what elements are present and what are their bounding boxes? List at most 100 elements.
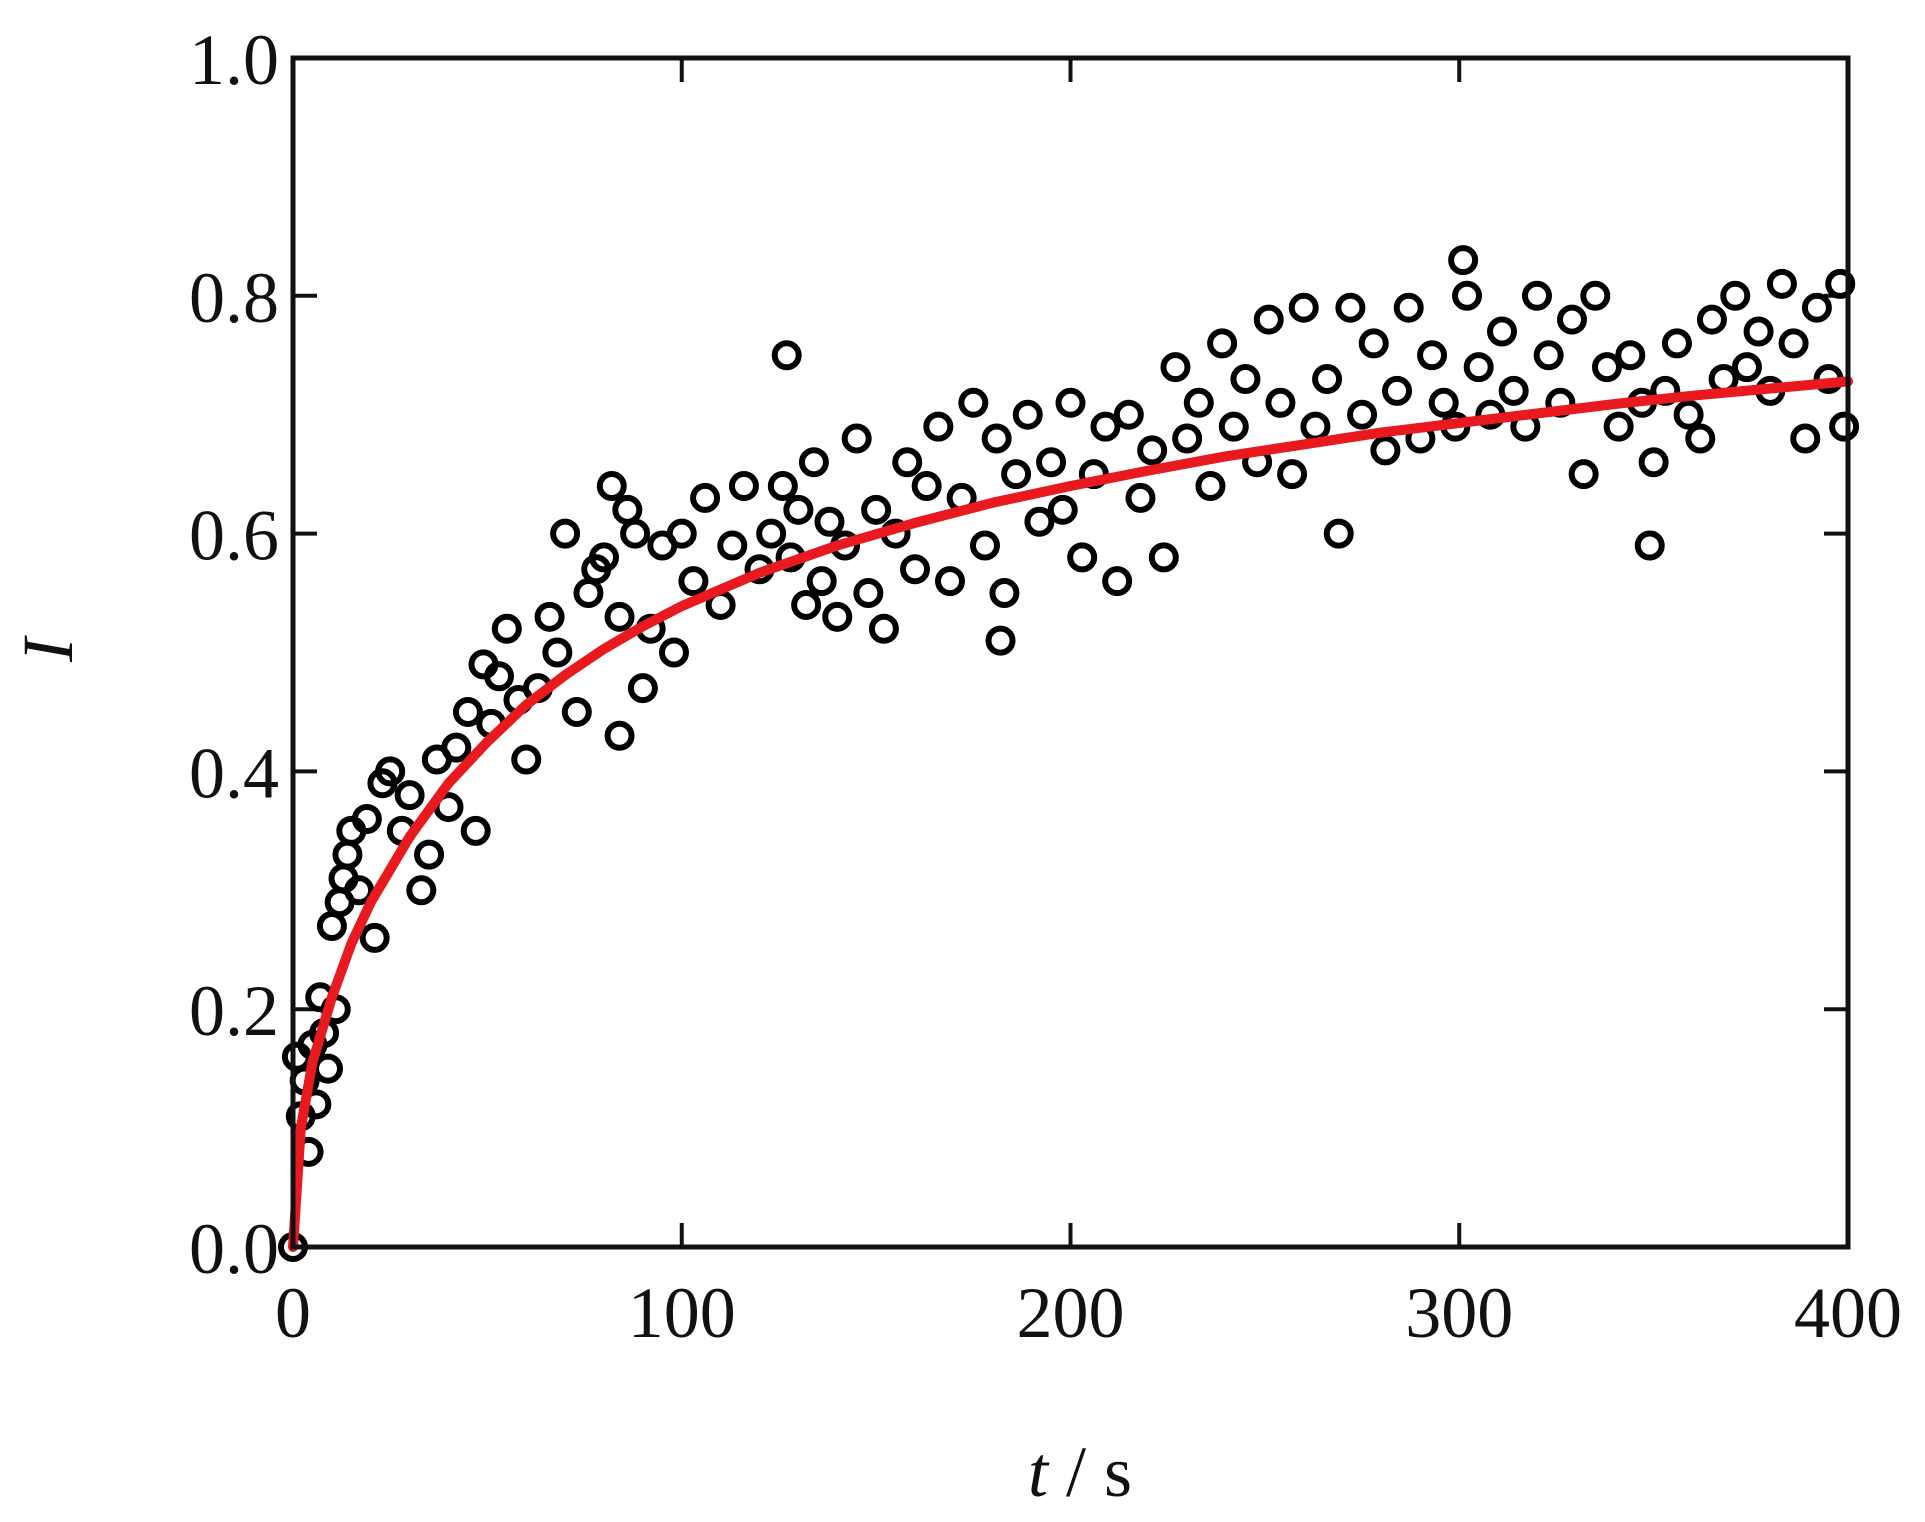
data-point xyxy=(1661,328,1692,359)
x-tick-label: 400 xyxy=(1794,1273,1902,1353)
data-point xyxy=(853,578,884,609)
data-point xyxy=(414,839,445,870)
y-axis-label: I xyxy=(8,635,88,663)
data-point xyxy=(1312,364,1343,395)
data-point xyxy=(1778,328,1809,359)
data-point xyxy=(627,673,658,704)
data-point xyxy=(969,530,1000,561)
data-point xyxy=(1024,506,1055,537)
data-point xyxy=(1696,304,1727,335)
data-point xyxy=(1113,399,1144,430)
data-point xyxy=(892,447,923,478)
y-tick-label: 0.2 xyxy=(189,971,279,1051)
data-point xyxy=(491,613,522,644)
fit-curve-group xyxy=(288,376,1853,1252)
y-tick-label: 0.8 xyxy=(189,258,279,338)
data-point xyxy=(1183,387,1214,418)
data-point xyxy=(1347,399,1378,430)
data-point xyxy=(1487,316,1518,347)
data-point xyxy=(1448,245,1479,276)
data-point xyxy=(1090,411,1121,442)
data-point xyxy=(604,601,635,632)
data-point xyxy=(1102,566,1133,597)
data-point xyxy=(1731,352,1762,383)
x-axis-label-unit: s xyxy=(1104,1432,1132,1512)
data-point xyxy=(1036,447,1067,478)
data-point xyxy=(1801,292,1832,323)
data-point xyxy=(550,518,581,549)
data-point xyxy=(1685,423,1716,454)
data-point xyxy=(1428,387,1459,418)
data-point xyxy=(441,732,472,763)
data-point xyxy=(1323,518,1354,549)
data-point xyxy=(841,423,872,454)
data-point xyxy=(1218,411,1249,442)
data-point xyxy=(1230,364,1261,395)
axis-labels: t / s I xyxy=(8,635,1132,1512)
data-point xyxy=(1001,459,1032,490)
data-point xyxy=(452,696,483,727)
data-point xyxy=(798,447,829,478)
data-point xyxy=(460,815,491,846)
data-point xyxy=(989,578,1020,609)
data-point xyxy=(511,744,542,775)
data-point xyxy=(1382,375,1413,406)
data-point xyxy=(985,625,1016,656)
data-point xyxy=(589,542,619,573)
data-point xyxy=(666,518,697,549)
x-tick-label: 200 xyxy=(1017,1273,1125,1353)
data-point xyxy=(1825,268,1856,299)
data-point xyxy=(1253,304,1284,335)
data-point xyxy=(690,482,721,513)
data-point xyxy=(1522,280,1552,311)
data-point xyxy=(806,566,837,597)
data-point xyxy=(612,494,643,525)
axes: 0 100 200 300 400 0.0 0.2 0.4 0.6 0.8 1.0 xyxy=(189,20,1902,1353)
data-point xyxy=(542,637,573,668)
data-point xyxy=(620,518,651,549)
data-point xyxy=(316,910,347,941)
data-point xyxy=(1370,435,1401,466)
fit-curve xyxy=(288,376,1853,1252)
data-point xyxy=(1568,459,1599,490)
data-point xyxy=(717,530,748,561)
data-point xyxy=(1766,268,1797,299)
data-point xyxy=(1634,530,1665,561)
x-axis-label: t / s xyxy=(1028,1432,1132,1512)
data-point xyxy=(332,839,363,870)
data-point xyxy=(1300,411,1331,442)
data-point xyxy=(868,613,899,644)
data-point xyxy=(1160,352,1191,383)
data-point xyxy=(534,601,565,632)
data-point xyxy=(1047,494,1078,525)
data-point xyxy=(1556,304,1587,335)
data-point xyxy=(1277,459,1308,490)
y-tick-label: 0.0 xyxy=(189,1209,279,1289)
data-point xyxy=(1417,340,1448,371)
data-point xyxy=(1638,447,1669,478)
data-point xyxy=(1790,423,1821,454)
data-point xyxy=(406,875,437,906)
x-axis-label-separator: / xyxy=(1048,1432,1104,1512)
data-point xyxy=(573,578,604,609)
data-point xyxy=(1452,280,1483,311)
data-point xyxy=(822,601,853,632)
data-point xyxy=(1358,328,1389,359)
data-point xyxy=(1195,471,1226,502)
data-point xyxy=(1067,542,1098,573)
data-point xyxy=(1533,340,1564,371)
y-tick-label: 1.0 xyxy=(189,20,279,100)
data-point xyxy=(1265,387,1296,418)
y-tick-label: 0.4 xyxy=(189,733,279,813)
data-point xyxy=(1603,411,1634,442)
data-point xyxy=(351,803,382,834)
data-point xyxy=(756,518,787,549)
data-point xyxy=(934,566,965,597)
data-point xyxy=(1720,280,1751,311)
data-point xyxy=(1137,435,1168,466)
x-tick-label: 300 xyxy=(1405,1273,1513,1353)
data-point xyxy=(791,589,822,620)
data-point xyxy=(561,696,592,727)
data-point xyxy=(604,720,635,751)
